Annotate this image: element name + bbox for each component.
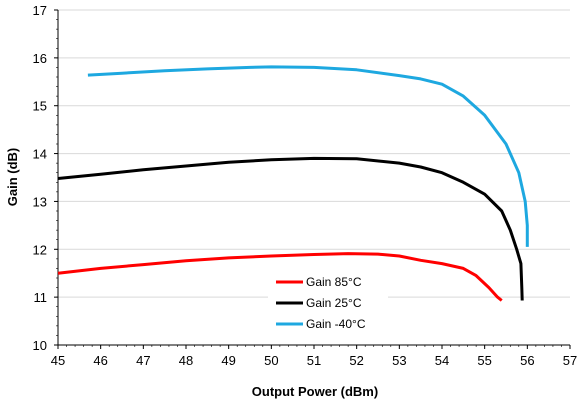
series-lines <box>57 65 529 302</box>
x-tick-label: 52 <box>349 353 363 368</box>
y-axis-title: Gain (dB) <box>5 148 20 207</box>
x-tick-label: 45 <box>51 353 65 368</box>
x-axis-title: Output Power (dBm) <box>252 384 378 399</box>
y-tick-label: 10 <box>33 338 47 353</box>
y-tick-label: 16 <box>33 51 47 66</box>
x-tick-label: 54 <box>435 353 449 368</box>
legend-label: Gain 85°C <box>306 275 362 289</box>
gridlines <box>58 9 570 298</box>
y-tick-label: 15 <box>33 99 47 114</box>
series-line-2 <box>87 65 529 247</box>
y-tick-labels: 10 11 12 13 14 15 16 17 <box>33 3 47 353</box>
y-tick-label: 14 <box>33 147 47 162</box>
x-tick-label: 53 <box>392 353 406 368</box>
x-tick-label: 51 <box>307 353 321 368</box>
x-tick-label: 48 <box>179 353 193 368</box>
series-line-1 <box>57 156 524 301</box>
y-tick-label: 13 <box>33 194 47 209</box>
legend: Gain 85°C Gain 25°C Gain -40°C <box>268 270 388 339</box>
x-tick-label: 57 <box>563 353 577 368</box>
x-tick-label: 49 <box>221 353 235 368</box>
y-tick-label: 11 <box>34 290 48 305</box>
series-line-0 <box>57 252 503 302</box>
legend-label: Gain 25°C <box>306 296 362 310</box>
x-tick-label: 56 <box>520 353 534 368</box>
y-tick-label: 12 <box>33 242 47 257</box>
x-tick-label: 46 <box>93 353 107 368</box>
y-tick-label: 17 <box>33 3 47 18</box>
x-tick-label: 50 <box>264 353 278 368</box>
x-tick-label: 55 <box>477 353 491 368</box>
legend-label: Gain -40°C <box>306 317 366 331</box>
x-tick-label: 47 <box>136 353 150 368</box>
x-tick-labels: 45 46 47 48 49 50 51 52 53 54 55 56 57 <box>51 353 577 368</box>
